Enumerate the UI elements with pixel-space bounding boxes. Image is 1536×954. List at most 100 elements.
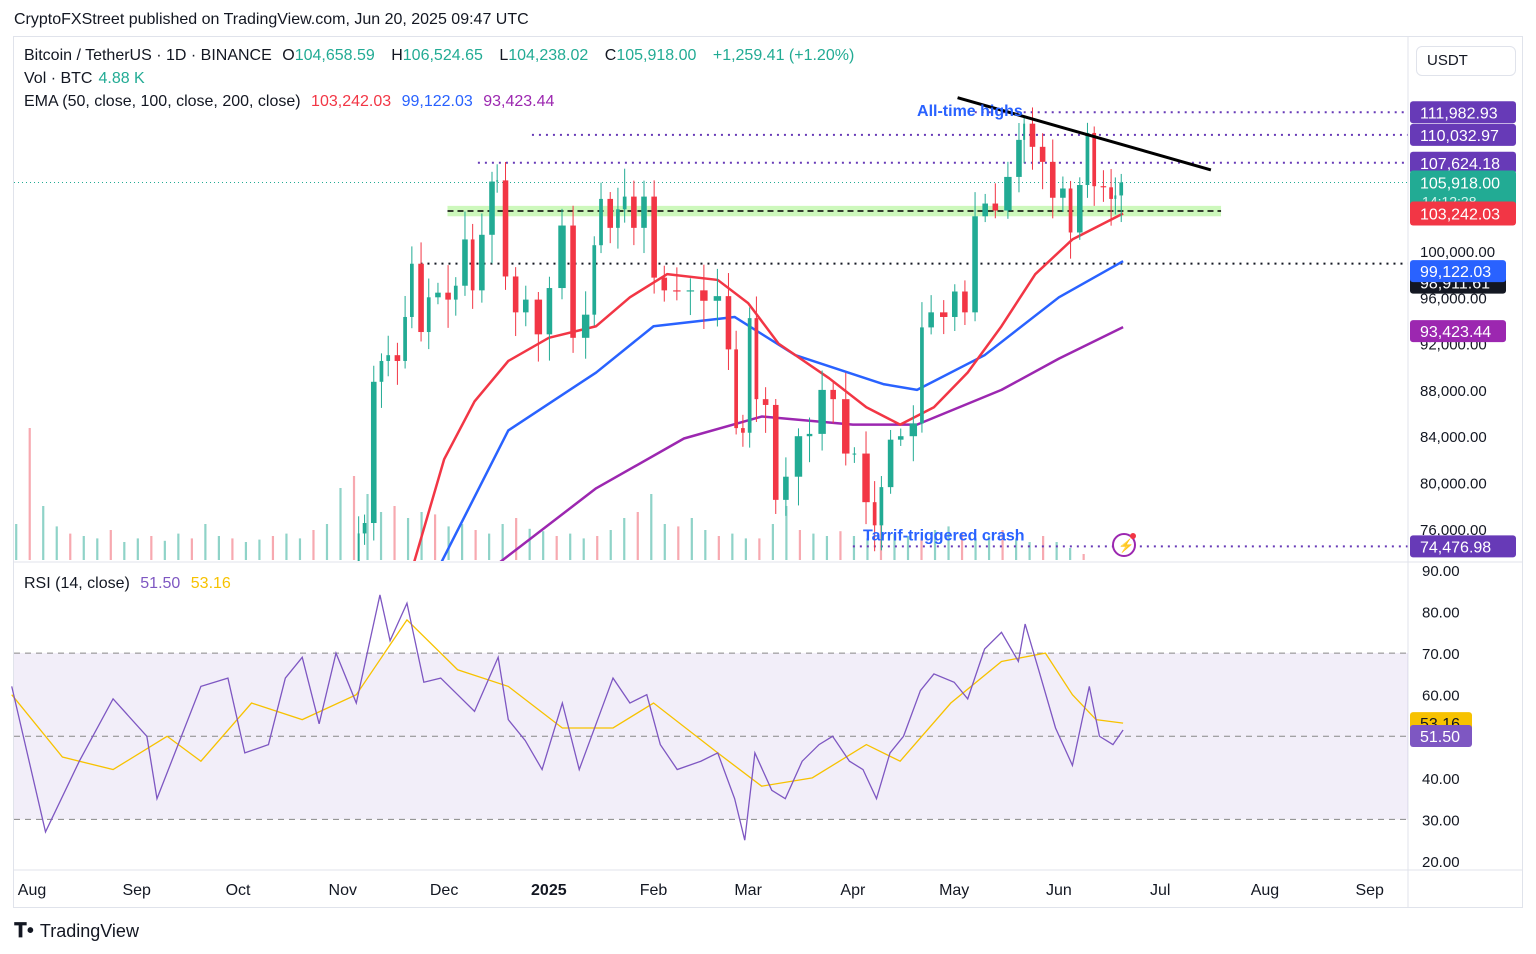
candle-body bbox=[762, 399, 769, 405]
tradingview-logo[interactable]: 𝐓• TradingView bbox=[14, 920, 139, 943]
volume-bar bbox=[150, 536, 153, 560]
volume-bar bbox=[744, 538, 747, 560]
candle-body bbox=[453, 285, 458, 300]
low-label: L bbox=[499, 47, 509, 64]
symbol-legend: Bitcoin / TetherUS · 1D · BINANCE O104,6… bbox=[24, 47, 860, 65]
volume-label[interactable]: Vol · BTC bbox=[24, 70, 93, 87]
price-tick: 96,000.00 bbox=[1420, 290, 1487, 307]
candle-body bbox=[1076, 185, 1083, 233]
candle-body bbox=[581, 314, 590, 338]
rsi-tick: 80.00 bbox=[1422, 605, 1460, 622]
rsi-tick: 90.00 bbox=[1422, 563, 1460, 580]
candle-body bbox=[616, 209, 620, 228]
volume-bar bbox=[69, 533, 72, 560]
candle-body bbox=[386, 355, 391, 361]
volume-bar bbox=[528, 528, 531, 560]
candle-body bbox=[992, 203, 999, 211]
volume-bar bbox=[1082, 554, 1085, 560]
volume-bar bbox=[42, 506, 45, 560]
candle-body bbox=[403, 316, 407, 361]
time-tick: May bbox=[939, 882, 969, 899]
open-value: 104,658.59 bbox=[294, 47, 375, 64]
candle-body bbox=[887, 439, 894, 488]
time-tick: Jul bbox=[1150, 882, 1170, 899]
volume-bar bbox=[650, 494, 653, 560]
candle-body bbox=[872, 502, 877, 526]
candle-body bbox=[599, 198, 603, 246]
ema50-price-label: 103,242.03 bbox=[1420, 206, 1500, 223]
low-value: 104,238.02 bbox=[508, 47, 589, 64]
candle-body bbox=[1060, 188, 1066, 198]
volume-bar bbox=[258, 539, 261, 560]
volume-bar bbox=[271, 536, 275, 560]
volume-bar bbox=[1042, 536, 1045, 560]
candle-body bbox=[607, 198, 614, 228]
time-tick: Sep bbox=[122, 882, 151, 899]
volume-bar bbox=[217, 536, 220, 560]
level-price-label-bg bbox=[1410, 123, 1516, 146]
rsi-tag-bg bbox=[1410, 725, 1472, 748]
high-label: H bbox=[391, 47, 403, 64]
candle-body bbox=[512, 276, 519, 313]
candle-body bbox=[1119, 182, 1124, 196]
ohlc-high: H106,524.65 bbox=[391, 47, 489, 64]
level-price-label: 111,982.93 bbox=[1420, 105, 1498, 122]
volume-bar bbox=[1055, 542, 1058, 560]
volume-bar bbox=[204, 524, 207, 560]
volume-bar bbox=[636, 512, 639, 560]
volume-bar bbox=[298, 538, 302, 560]
annotation-label: Tarrif-triggered crash bbox=[863, 527, 1025, 544]
publisher-caption: CryptoFXStreet published on TradingView.… bbox=[14, 11, 529, 28]
chart-frame bbox=[13, 36, 1523, 908]
candle-body bbox=[1029, 123, 1036, 147]
time-tick: 2025 bbox=[531, 882, 567, 899]
tradingview-logo-icon: 𝐓• bbox=[14, 920, 34, 942]
rsi-ma-line bbox=[11, 618, 1124, 787]
candle-body bbox=[418, 263, 424, 333]
volume-bar bbox=[906, 536, 910, 560]
time-tick: Feb bbox=[640, 882, 668, 899]
volume-bar bbox=[109, 530, 112, 560]
volume-bar bbox=[515, 518, 518, 560]
currency-button[interactable]: USDT bbox=[1416, 46, 1516, 76]
volume-bar bbox=[325, 524, 329, 560]
ema50-line bbox=[413, 212, 1124, 561]
candle-body bbox=[651, 196, 657, 278]
candle-body bbox=[897, 436, 904, 440]
volume-bar bbox=[933, 530, 937, 560]
volume-bar bbox=[771, 524, 774, 560]
candle-body bbox=[489, 181, 495, 235]
ohlc-low: L104,238.02 bbox=[499, 47, 594, 64]
level-price-label: 74,476.98 bbox=[1420, 539, 1491, 556]
rsi-label[interactable]: RSI (14, close) bbox=[24, 575, 130, 592]
volume-bar bbox=[920, 538, 923, 560]
ema100-value: 99,122.03 bbox=[401, 93, 473, 110]
candle-body bbox=[470, 239, 475, 291]
candle-body bbox=[1085, 132, 1090, 186]
volume-bar bbox=[285, 533, 288, 560]
open-label: O bbox=[282, 47, 295, 64]
level-price-label-bg bbox=[1410, 151, 1516, 174]
symbol-title[interactable]: Bitcoin / TetherUS · 1D · BINANCE bbox=[24, 47, 272, 64]
candle-body bbox=[725, 296, 732, 350]
volume-bar bbox=[96, 538, 99, 560]
time-tick: Sep bbox=[1355, 882, 1384, 899]
rsi-tick: 20.00 bbox=[1422, 854, 1460, 871]
volume-bar bbox=[461, 524, 464, 560]
volume-bar bbox=[82, 536, 85, 560]
close-value: 105,918.00 bbox=[616, 47, 697, 64]
candle-body bbox=[1049, 161, 1056, 198]
volume-bar bbox=[704, 530, 707, 560]
last-price-label: 105,918.00 bbox=[1420, 175, 1500, 192]
volume-bar bbox=[677, 526, 680, 560]
candle-body bbox=[1068, 188, 1073, 233]
volume-bar bbox=[717, 536, 720, 560]
event-marker-icon bbox=[1112, 533, 1136, 557]
level-price-label-bg bbox=[1410, 101, 1516, 124]
volume-bar bbox=[163, 540, 166, 560]
volume-bar bbox=[488, 533, 491, 560]
ema-label[interactable]: EMA (50, close, 100, close, 200, close) bbox=[24, 93, 301, 110]
rsi-value: 51.50 bbox=[140, 575, 181, 592]
volume-bar bbox=[231, 538, 234, 560]
